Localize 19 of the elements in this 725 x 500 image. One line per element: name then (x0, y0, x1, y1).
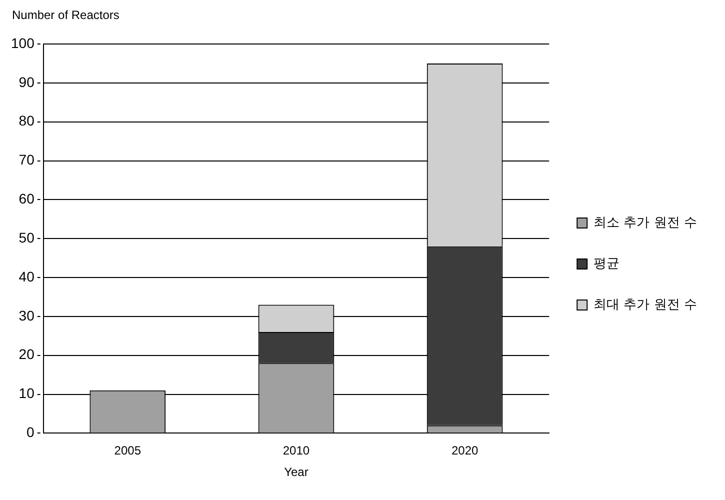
legend-label: 최소 추가 원전 수 (594, 215, 698, 230)
y-tick-label: 100 (11, 34, 35, 51)
y-tick-label: 90 (18, 74, 35, 90)
y-axis-title: Number of Reactors (12, 8, 120, 24)
x-tick-label: 2010 (282, 444, 310, 458)
legend-label: 평균 (594, 256, 620, 272)
y-tick-label: 0 (26, 424, 35, 440)
y-tick-label: 80 (18, 112, 35, 129)
x-tick-label: 2005 (114, 444, 142, 458)
y-tick-label: 60 (18, 190, 35, 207)
y-tick-label: 20 (18, 346, 35, 362)
legend-label: 최대 추가 원전 수 (594, 297, 698, 312)
x-axis-title: Year (284, 465, 308, 480)
y-tick-label: 40 (18, 268, 35, 284)
x-tick-label: 2020 (451, 444, 478, 458)
y-tick-label: 30 (18, 307, 35, 324)
y-tick-label: 10 (18, 385, 35, 402)
y-tick-label: 50 (18, 229, 35, 246)
y-tick-label: 70 (18, 152, 35, 168)
